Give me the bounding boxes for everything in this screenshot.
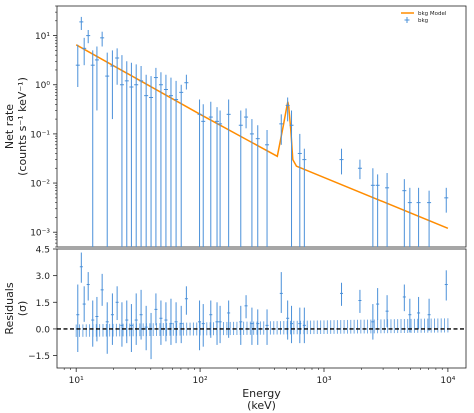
top-y-axis-label: Net rate (3, 104, 16, 149)
bottom-y-tick-label: −1.5 (28, 352, 50, 362)
top-y-tick-label: 10⁻¹ (30, 130, 50, 140)
bottom-y-tick-label: 0.0 (36, 325, 51, 335)
legend-model-label: bkg Model (418, 11, 447, 17)
bottom-y-tick-label: 4.5 (36, 246, 50, 256)
x-axis-ticks: 10¹ 10² 10³ 10⁴ (63, 368, 456, 386)
residual-model-band (75, 318, 449, 337)
top-y-axis-ticks: 10⁻³ 10⁻² 10⁻¹ 10⁰ 10¹ (30, 5, 57, 248)
bkg-data-points (75, 16, 449, 247)
top-y-tick-label: 10⁰ (35, 81, 50, 91)
legend: bkg Model bkg (401, 11, 447, 24)
x-tick-label: 10³ (316, 376, 331, 386)
top-y-tick-label: 10¹ (35, 32, 50, 42)
bkg-model-curve (75, 44, 449, 229)
legend-data-label: bkg (418, 18, 428, 24)
bottom-panel-frame (56, 248, 467, 369)
bottom-y-axis-label: Residuals (3, 282, 16, 334)
top-y-axis-unit: (counts s⁻¹ keV⁻¹) (16, 77, 29, 176)
bottom-y-axis-ticks: −1.5 0.0 1.5 3.0 4.5 (28, 246, 57, 362)
x-tick-label: 10¹ (69, 376, 84, 386)
bottom-y-axis-unit: (σ) (16, 301, 29, 317)
top-panel-frame (56, 5, 467, 248)
bottom-y-tick-label: 1.5 (36, 299, 50, 309)
bottom-panel: −1.50.01.53.04.5 10¹ 10² 10³ 10⁴ Residuals … (3, 246, 467, 386)
x-axis-label: Energy (242, 387, 281, 400)
top-y-tick-label: 10⁻³ (30, 229, 50, 239)
bottom-y-tick-label: 3.0 (36, 272, 51, 282)
x-tick-label: 10⁴ (440, 376, 455, 386)
top-y-tick-label: 10⁻² (30, 180, 50, 190)
residual-data-points (76, 252, 448, 360)
legend-data-swatch (404, 17, 410, 23)
x-axis-unit: (keV) (247, 399, 276, 412)
x-tick-label: 10² (193, 376, 208, 386)
model-line (75, 44, 449, 229)
top-panel: 10⁻³ 10⁻² 10⁻¹ 10⁰ 10¹ bkg Model bkg Net rat… (3, 5, 467, 248)
